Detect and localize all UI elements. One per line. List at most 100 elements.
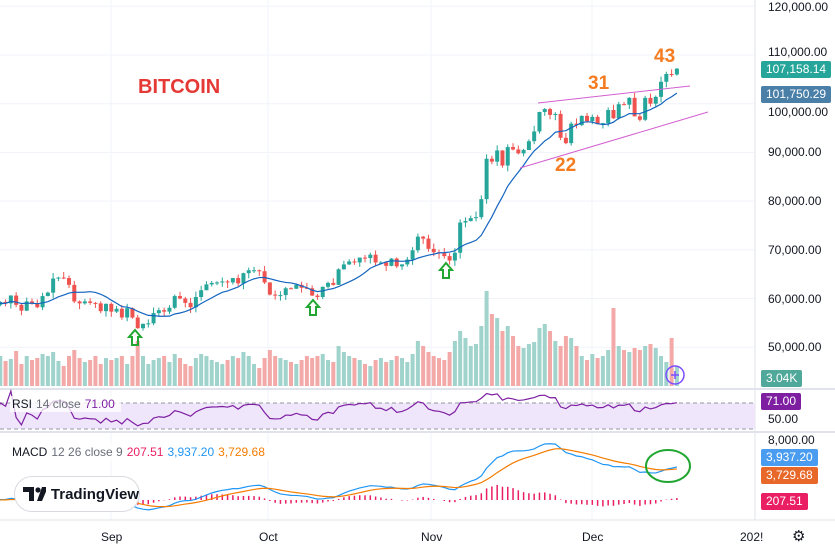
volume-bar (262, 358, 267, 386)
volume-bar (204, 356, 209, 386)
volume-bar (273, 356, 278, 386)
candle-body (352, 261, 357, 263)
tradingview-logo-text: TradingView (50, 485, 139, 503)
candle-body (357, 257, 362, 263)
volume-bar (109, 360, 114, 386)
candle-body (452, 252, 457, 261)
candle-body (236, 278, 241, 284)
volume-bar (30, 360, 35, 386)
volume-bar (125, 364, 130, 386)
candle-body (405, 259, 410, 265)
candle-body (648, 97, 653, 104)
volume-bar (289, 362, 294, 386)
candle-body (373, 254, 378, 263)
volume-bar (648, 344, 653, 386)
candle-body (82, 301, 87, 304)
candle-body (209, 282, 214, 285)
volume-bar (511, 336, 516, 386)
tradingview-logo[interactable]: TradingView (14, 476, 140, 512)
candle-body (162, 310, 167, 312)
volume-bar (521, 348, 526, 386)
volume-bar (141, 356, 146, 386)
volume-bar (304, 356, 309, 386)
candle-body (616, 104, 621, 119)
candle-body (516, 149, 521, 154)
volume-bar (156, 358, 161, 386)
candle-body (474, 217, 479, 219)
candle-body (135, 317, 140, 329)
macd-value-tag: 3,937.20 (761, 449, 818, 466)
candle-body (252, 270, 257, 272)
volume-bar (172, 354, 177, 386)
candle-body (30, 301, 35, 304)
volume-bar (431, 356, 436, 386)
volume-bar (468, 346, 473, 386)
volume-bar (225, 360, 230, 386)
volume-bar (532, 342, 537, 386)
candle-body (241, 273, 246, 284)
candle-body (61, 277, 66, 279)
candle-body (14, 295, 19, 305)
volume-bar (563, 336, 568, 386)
volume-bar (35, 358, 40, 386)
volume-bar (553, 341, 558, 386)
volume-bar (352, 358, 357, 386)
candle-body (178, 296, 183, 299)
volume-bar (526, 344, 531, 386)
candle-body (458, 222, 463, 253)
volume-bar (241, 352, 246, 386)
time-label-sep: Sep (101, 530, 123, 544)
volume-bar (283, 360, 288, 386)
candle-body (225, 281, 230, 283)
candle-body (569, 123, 574, 144)
volume-bar (452, 341, 457, 386)
volume-bar (574, 346, 579, 386)
volume-bar (437, 358, 442, 386)
candle-body (463, 221, 468, 223)
volume-bar (0, 356, 3, 386)
candle-body (563, 137, 568, 144)
volume-bar (230, 356, 235, 386)
price-axis-label: 120,000.00 (768, 0, 829, 14)
candle-body (51, 278, 56, 293)
volume-bar (236, 358, 241, 386)
candle-body (283, 288, 288, 296)
volume-bar (659, 356, 664, 386)
volume-bar (484, 291, 489, 386)
candle-body (653, 96, 658, 104)
candle-body (67, 278, 72, 285)
volume-bar (463, 338, 468, 386)
volume-bar (299, 360, 304, 386)
volume-bar (405, 362, 410, 386)
candle-body (326, 282, 331, 287)
volume-bar (3, 361, 8, 386)
candle-body (77, 301, 82, 304)
macd-legend[interactable]: MACD 12 26 close 9 207.51 3,937.20 3,729.68 (10, 444, 271, 460)
candle-body (294, 284, 299, 289)
candle-body (585, 115, 590, 122)
candle-body (215, 282, 220, 284)
volume-bar (220, 364, 225, 386)
last-price-tag: 107,158.14 (761, 61, 832, 78)
volume-bar (368, 366, 373, 386)
settings-gear-icon[interactable]: ⚙ (792, 528, 806, 545)
macd-name: MACD (12, 445, 48, 459)
volume-bar (45, 356, 50, 386)
volume-bar (310, 358, 315, 386)
volume-bar (637, 350, 642, 386)
volume-bar (653, 348, 658, 386)
volume-bar (558, 346, 563, 386)
volume-bar (505, 326, 510, 386)
rsi-legend[interactable]: RSI 14 close 71.00 (10, 396, 121, 412)
volume-bar (569, 338, 574, 386)
volume-bar (341, 352, 346, 386)
candle-body (278, 295, 283, 297)
ma-value-tag: 101,750.29 (761, 86, 832, 103)
volume-bar (606, 350, 611, 386)
volume-bar (516, 346, 521, 386)
volume-bar (119, 356, 124, 386)
candle-body (505, 147, 510, 166)
wave-count-31: 31 (588, 73, 610, 94)
rsi-line (0, 388, 678, 427)
